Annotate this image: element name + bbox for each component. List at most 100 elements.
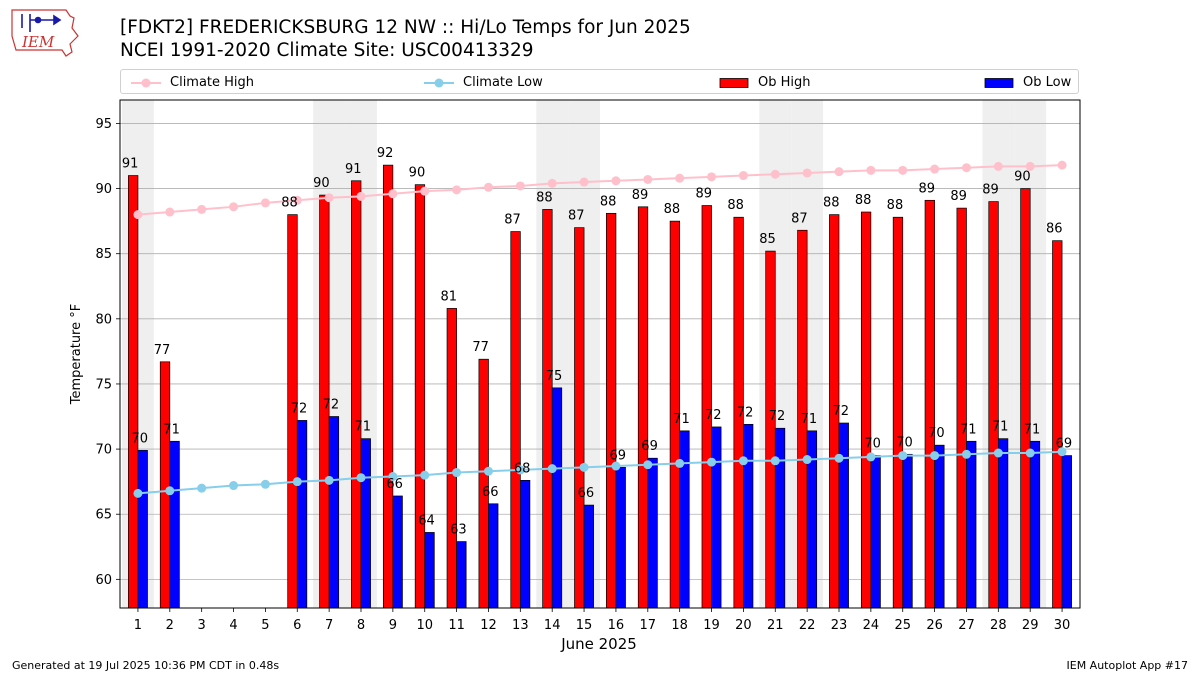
climate-high-point-12 [483,182,493,192]
bar-value-labels: 91 77 88 90 91 92 90 81 77 87 88 87 88 89 88 89 88 85 87 88… [122,146,1072,537]
ob-high-value-label: 88 [281,196,298,211]
climate-low-point-13 [515,465,525,475]
ob-low-value-label: 66 [482,485,499,500]
ob-low-bar-24 [870,455,881,609]
ob-high-bar-11 [446,308,457,609]
climate-high-point-20 [738,171,748,181]
x-axis-label: June 2025 [560,635,637,653]
climate-low-point-20 [738,456,748,466]
legend-label-climate-low: Climate Low [463,75,543,90]
x-tick-label: 20 [735,618,752,633]
ob-high-value-label: 88 [855,193,872,208]
climate-low-point-16 [611,461,621,471]
ob-high-value-label: 91 [345,162,362,177]
climate-high-point-6 [292,195,302,205]
climate-high-point-28 [993,161,1003,171]
climate-low-point-7 [324,475,334,485]
climate-high-point-25 [898,165,908,175]
ob-low-bar-16 [615,466,626,609]
x-tick-label: 3 [198,618,206,633]
ob-low-value-label: 70 [896,435,913,450]
ob-high-bar-13 [510,231,521,609]
ob-high-value-label: 88 [536,190,553,205]
legend-label-ob-high: Ob High [758,75,811,90]
climate-low-point-29 [1025,448,1035,458]
climate-low-point-12 [483,466,493,476]
ob-high-value-label: 90 [409,166,426,181]
ob-high-value-label: 87 [504,213,521,228]
ob-low-bar-17 [647,457,658,609]
climate-high-point-16 [611,176,621,186]
x-tick-label: 11 [448,618,465,633]
climate-high-point-13 [515,181,525,191]
ob-low-bar-7 [328,416,340,609]
x-tick-label: 23 [831,618,848,633]
x-tick-label: 7 [325,618,333,633]
climate-high-point-24 [866,165,876,175]
ob-low-value-label: 71 [992,420,1009,435]
climate-low-point-19 [707,457,717,467]
ob-high-value-label: 89 [982,183,999,198]
ob-low-bar-10 [424,532,435,609]
ob-low-bar-13 [519,479,531,609]
ob-low-bar-27 [966,440,977,609]
ob-low-bar-21 [774,427,786,609]
x-tick-label: 2 [166,618,174,633]
x-tick-label: 8 [357,618,365,633]
ob-high-value-label: 88 [887,198,904,213]
legend-item-ob-high: Ob High [719,70,811,95]
ob-low-value-label: 63 [450,523,467,538]
climate-high-point-19 [707,172,717,182]
ob-low-value-label: 75 [546,369,563,384]
ob-low-value-label: 71 [163,422,180,437]
climate-high-point-18 [675,173,685,183]
ob-low-swatch-icon [984,77,1014,88]
ob-high-bar-2 [159,361,171,609]
ob-high-bar-27 [956,207,967,609]
ob-high-bar-25 [892,216,904,609]
ob-high-bar-9 [382,164,394,609]
chart-title: [FDKT2] FREDERICKSBURG 12 NW :: Hi/Lo Te… [120,17,691,38]
ob-high-bar-14 [542,209,553,609]
ob-high-value-label: 88 [600,194,617,209]
ob-low-bar-28 [997,438,1009,609]
ob-low-bar-15 [583,504,594,609]
x-tick-label: 26 [926,618,943,633]
ob-high-bar-26 [924,199,935,609]
ob-low-value-label: 72 [833,404,850,419]
y-tick-label: 95 [95,117,112,132]
climate-low-point-28 [993,448,1003,458]
ob-high-bar-15 [574,227,585,609]
legend-item-climate-low: Climate Low [424,70,543,95]
climate-high-point-2 [165,207,175,217]
ob-low-value-label: 66 [386,477,403,492]
ob-low-bar-26 [934,444,945,609]
ob-high-value-label: 88 [823,196,840,211]
ob-low-value-label: 69 [1056,437,1073,452]
x-tick-label: 16 [608,618,625,633]
legend-item-climate-high: Climate High [131,70,254,95]
ob-high-swatch-icon [719,77,749,88]
climate-high-point-11 [452,185,462,195]
ob-high-value-label: 86 [1046,222,1063,237]
x-tick-label: 29 [1022,618,1039,633]
ob-low-value-label: 72 [769,409,786,424]
ob-high-bar-19 [701,205,712,609]
climate-low-point-30 [1057,447,1067,457]
climate-high-point-23 [834,167,844,177]
climate-low-point-5 [260,479,270,489]
ob-low-bar-23 [838,422,849,609]
x-tick-label: 27 [958,618,975,633]
x-tick-label: 4 [229,618,237,633]
ob-low-value-label: 71 [355,420,372,435]
x-tick-label: 12 [480,618,497,633]
climate-high-point-8 [356,191,366,201]
iem-logo: IEM [11,9,79,57]
ob-low-bar-9 [392,495,403,609]
climate-low-point-9 [388,471,398,481]
ob-low-bar-2 [169,440,180,609]
ob-low-value-label: 66 [578,486,595,501]
x-tick-label: 28 [990,618,1007,633]
